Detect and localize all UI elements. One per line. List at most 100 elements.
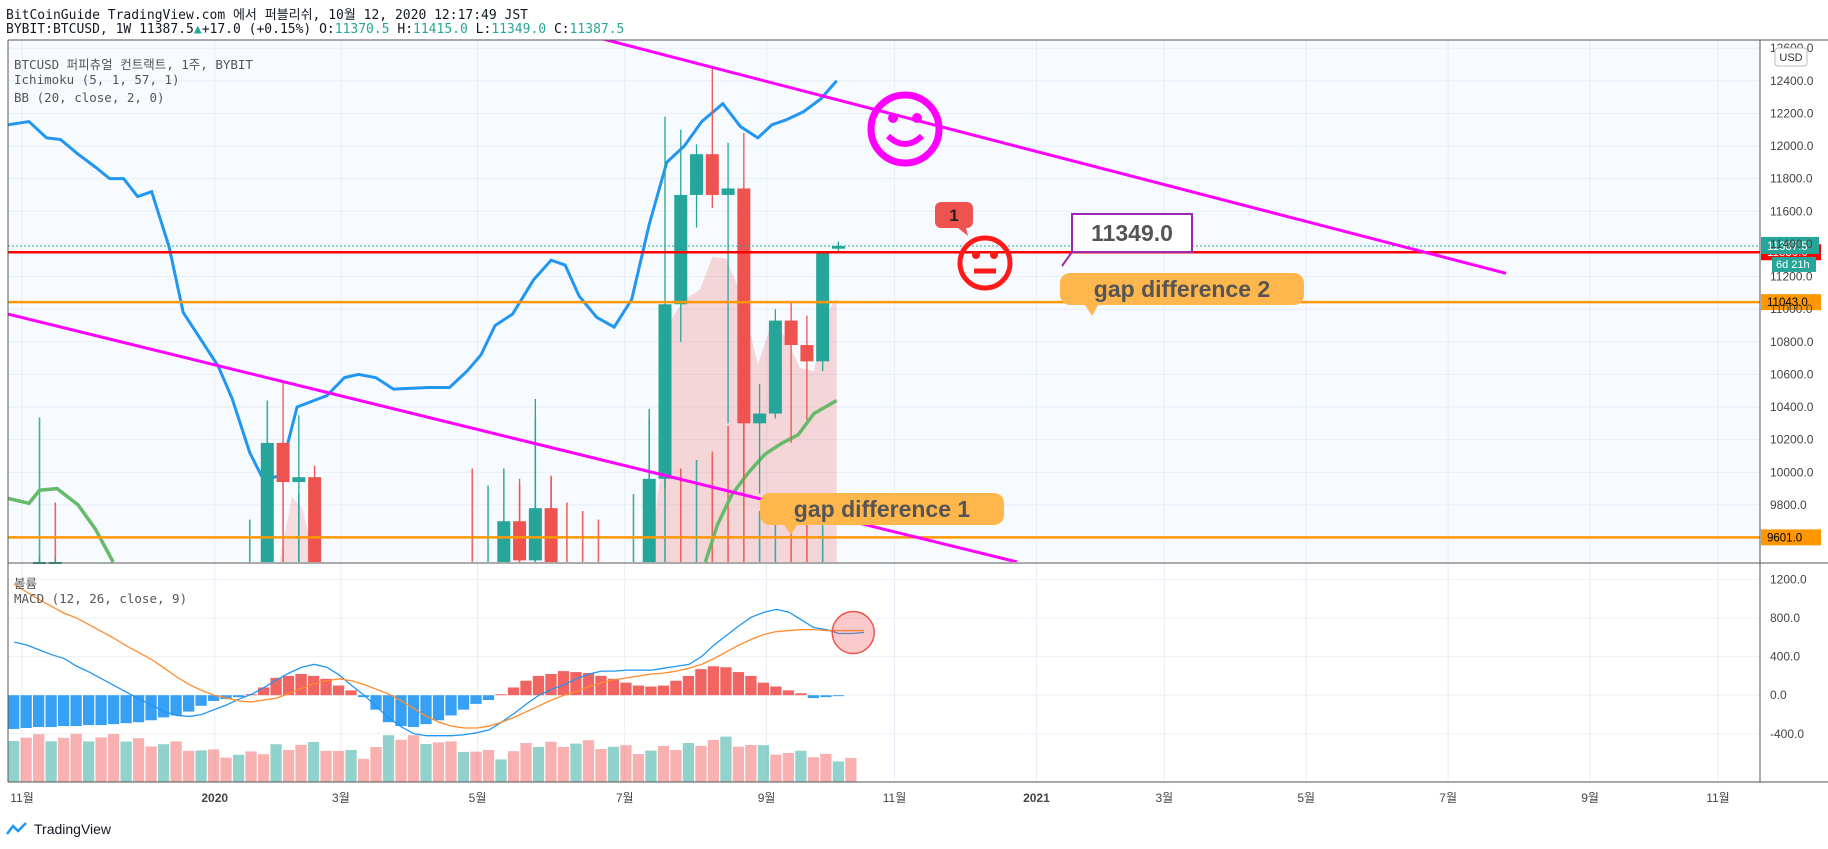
last-price-label: 11387.5 bbox=[1767, 241, 1808, 253]
macd-volume-bar bbox=[70, 733, 82, 782]
volume-bar bbox=[487, 485, 489, 562]
bb-legend[interactable]: BB (20, close, 2, 0) bbox=[14, 90, 165, 105]
macd-volume-bar bbox=[182, 750, 195, 782]
symbol-legend[interactable]: BTCUSD 퍼피츄얼 컨트랙트, 1주, BYBIT bbox=[14, 57, 253, 72]
candle[interactable] bbox=[753, 384, 767, 494]
y-tick-label: 11600.0 bbox=[1770, 204, 1813, 218]
macd-y-tick-label: 0.0 bbox=[1770, 688, 1787, 702]
macd-histogram-bar bbox=[795, 693, 807, 696]
macd-histogram-bar bbox=[107, 695, 120, 725]
candle[interactable] bbox=[800, 315, 814, 421]
price-callout-pointer bbox=[1061, 251, 1073, 267]
macd-volume-bar bbox=[520, 743, 532, 782]
macd-volume-bar bbox=[95, 737, 107, 782]
macd-volume-bar bbox=[607, 746, 620, 782]
candle[interactable] bbox=[705, 67, 719, 209]
macd-histogram-bar bbox=[207, 695, 220, 701]
macd-volume-bar bbox=[8, 741, 20, 782]
macd-volume-bar bbox=[457, 752, 470, 782]
trend-line[interactable] bbox=[513, 16, 1507, 275]
countdown-tag bbox=[1772, 256, 1816, 272]
candle[interactable] bbox=[721, 142, 735, 424]
macd-histogram-bar bbox=[807, 695, 820, 699]
x-tick-label: 11월 bbox=[883, 791, 907, 805]
macd-histogram-bar bbox=[170, 695, 182, 716]
macd-y-tick-label: -400.0 bbox=[1770, 727, 1804, 741]
candle[interactable] bbox=[497, 521, 511, 562]
macd-legend[interactable]: MACD (12, 26, close, 9) bbox=[14, 591, 188, 606]
currency-badge[interactable] bbox=[1774, 47, 1808, 67]
macd-histogram-bar bbox=[745, 675, 757, 696]
macd-histogram-bar bbox=[120, 695, 132, 724]
neutral-face-icon[interactable] bbox=[957, 235, 1013, 291]
candle[interactable] bbox=[260, 442, 274, 562]
smiley-icon[interactable] bbox=[867, 91, 943, 167]
macd-highlight-circle[interactable] bbox=[831, 610, 875, 655]
tradingview-logo[interactable]: TradingView bbox=[6, 821, 111, 837]
candle[interactable] bbox=[737, 132, 751, 494]
macd-histogram-bar bbox=[82, 695, 95, 726]
currency-label: USD bbox=[1779, 52, 1802, 64]
candle[interactable] bbox=[816, 252, 830, 372]
neutral-eye bbox=[990, 251, 998, 259]
candle-body bbox=[513, 521, 527, 561]
candle[interactable] bbox=[528, 398, 542, 562]
candle[interactable] bbox=[784, 301, 798, 443]
candle[interactable] bbox=[276, 382, 290, 483]
macd-histogram-bar bbox=[720, 667, 732, 696]
macd-volume-bar bbox=[620, 745, 632, 782]
candle[interactable] bbox=[544, 475, 558, 562]
macd-volume-bar bbox=[445, 741, 457, 782]
level-price-label: 11043.0 bbox=[1767, 297, 1808, 309]
y-tick-label: 12000.0 bbox=[1770, 139, 1814, 153]
x-tick-label: 2021 bbox=[1023, 791, 1050, 805]
volume-bar bbox=[248, 519, 251, 562]
gap2-label: gap difference 2 bbox=[1094, 276, 1270, 302]
macd-volume-bar bbox=[407, 735, 420, 782]
macd-histogram-bar bbox=[282, 675, 295, 696]
last-price-tag bbox=[1761, 236, 1819, 254]
macd-histogram-bar bbox=[132, 695, 145, 723]
volume-legend[interactable]: 볼륨 bbox=[14, 576, 38, 591]
macd-histogram-bar bbox=[407, 695, 420, 728]
macd-histogram-bar bbox=[545, 673, 557, 696]
candle[interactable] bbox=[768, 309, 782, 419]
macd-volume-bar bbox=[357, 758, 370, 782]
macd-histogram-bar bbox=[270, 677, 282, 696]
price-callout[interactable] bbox=[1071, 213, 1193, 253]
macd-histogram-bar bbox=[420, 695, 432, 725]
macd-histogram-bar bbox=[395, 695, 407, 727]
macd-volume-bar bbox=[232, 754, 245, 782]
level-price-label: 9601.0 bbox=[1767, 532, 1802, 544]
symbol-label: BYBIT:BTCUSD, 1W bbox=[6, 22, 132, 37]
countdown-label: 6d 21h bbox=[1776, 259, 1810, 271]
macd-volume-bar bbox=[295, 744, 307, 782]
x-tick-label: 7월 bbox=[1439, 791, 1457, 805]
brand-label: TradingView bbox=[34, 821, 112, 837]
x-tick-label: 3월 bbox=[1155, 791, 1173, 805]
macd-histogram-bar bbox=[182, 695, 195, 712]
gap1-callout[interactable] bbox=[760, 493, 1004, 525]
y-tick-label: 10800.0 bbox=[1770, 335, 1814, 349]
macd-histogram-bar bbox=[657, 685, 670, 696]
macd-volume-bar bbox=[470, 751, 482, 782]
gap2-callout[interactable] bbox=[1060, 273, 1304, 305]
candle[interactable] bbox=[308, 465, 322, 562]
low-label: L: bbox=[475, 22, 492, 37]
ichimoku-legend[interactable]: Ichimoku (5, 1, 57, 1) bbox=[14, 72, 180, 87]
kumo-cloud bbox=[279, 496, 315, 562]
candle[interactable] bbox=[674, 129, 688, 342]
volume-bar bbox=[774, 494, 777, 562]
candle[interactable] bbox=[831, 241, 845, 253]
gap1-pointer bbox=[784, 525, 797, 535]
macd-volume-bar bbox=[532, 747, 545, 782]
candle[interactable] bbox=[690, 144, 704, 228]
macd-histogram-bar bbox=[32, 695, 45, 728]
macd-volume-bar bbox=[820, 753, 832, 782]
candle-body bbox=[784, 320, 798, 346]
candle[interactable] bbox=[513, 478, 527, 562]
macd-volume-bar bbox=[557, 747, 570, 782]
macd-volume-bar bbox=[545, 741, 557, 782]
marker-bubble[interactable] bbox=[935, 202, 973, 228]
